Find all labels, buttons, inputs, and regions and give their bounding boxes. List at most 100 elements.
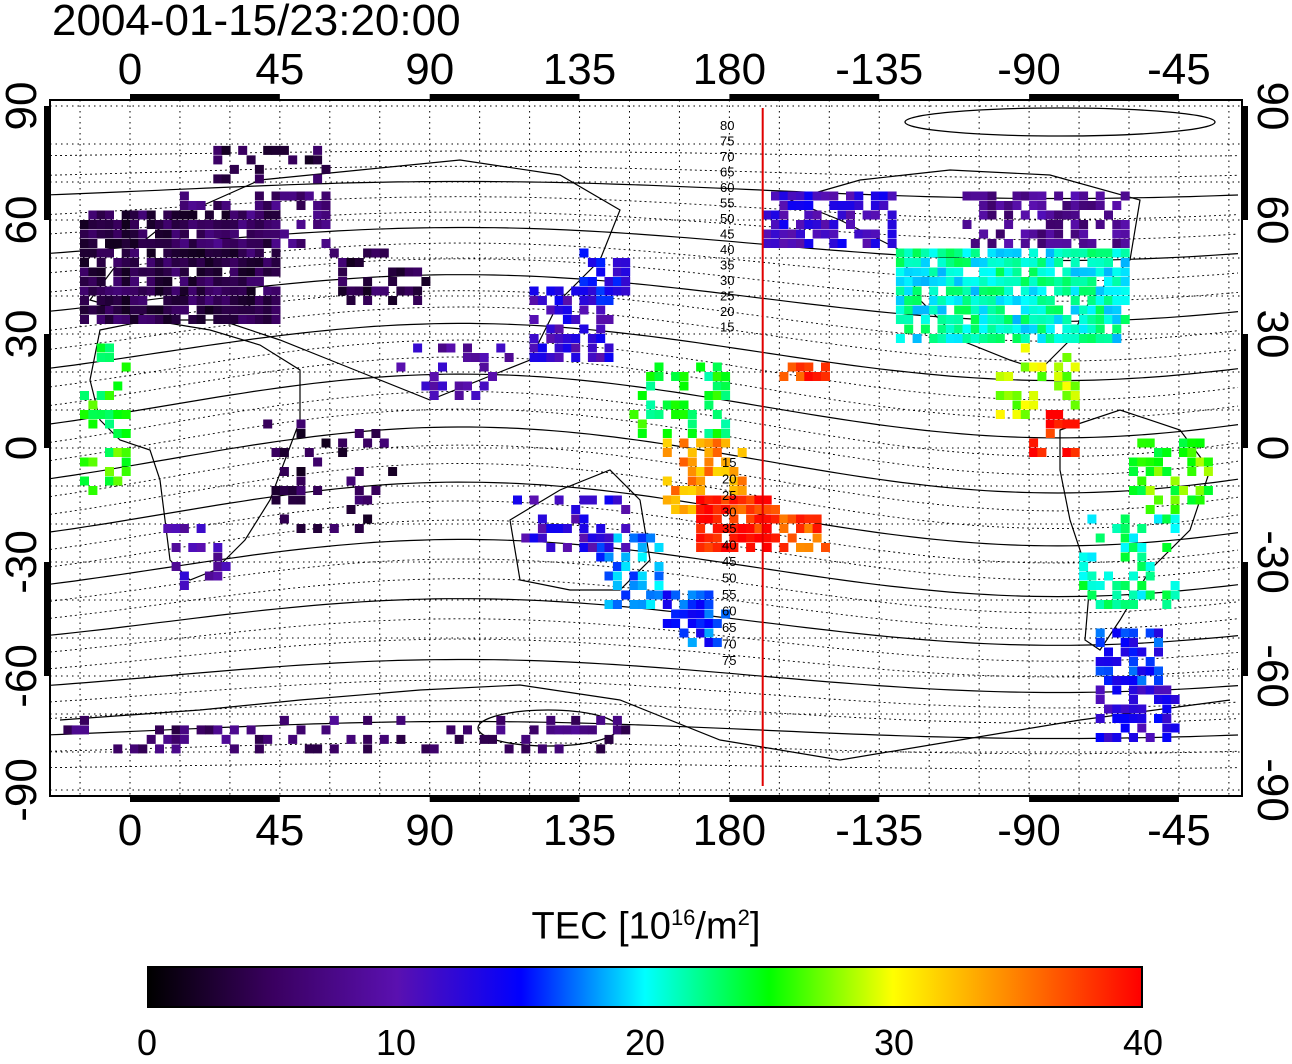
tec-cell (721, 457, 731, 467)
tec-cell (1112, 676, 1122, 685)
tec-cell (1087, 324, 1097, 334)
tec-cell (496, 343, 506, 353)
tec-cell (204, 229, 214, 239)
tec-cell (704, 438, 714, 448)
tec-cell (88, 277, 98, 286)
tec-cell (121, 220, 131, 229)
tec-cell (787, 362, 797, 372)
tec-cell (213, 201, 223, 210)
tec-cell (155, 277, 164, 286)
tec-cell (179, 191, 189, 201)
tec-cell (80, 248, 89, 258)
tec-cell (1129, 733, 1138, 742)
tec-cell (804, 372, 814, 381)
tec-cell (995, 277, 1005, 286)
tec-cell (96, 286, 106, 296)
tec-cell (1137, 552, 1147, 562)
tec-cell (554, 343, 564, 353)
contour-label: 40 (720, 242, 734, 257)
tec-cell (263, 305, 273, 315)
tec-cell (737, 524, 747, 533)
tec-cell (371, 429, 381, 438)
tec-cell (1037, 277, 1047, 286)
tec-cell (712, 372, 722, 381)
tec-cell (637, 533, 647, 543)
tec-cell (1070, 324, 1080, 334)
tec-cell (246, 305, 256, 315)
contour-line (49, 658, 1239, 694)
tec-cell (121, 210, 131, 220)
tec-cell (1087, 248, 1097, 258)
tec-cell (696, 514, 706, 524)
tec-cell (254, 305, 264, 315)
tec-cell (646, 372, 656, 381)
tec-cell (721, 524, 731, 533)
tec-cell (121, 248, 131, 258)
tec-cell (796, 220, 805, 229)
tec-cell (1045, 277, 1055, 286)
tec-cell (171, 267, 181, 277)
tec-cell (804, 239, 814, 248)
tec-cell (238, 248, 248, 258)
tec-cell (787, 533, 797, 543)
tec-cell (679, 600, 689, 609)
tec-cell (1137, 562, 1147, 571)
tec-cell (338, 438, 348, 448)
tec-cell (179, 305, 189, 315)
tec-cell (288, 239, 298, 248)
tec-cell (1129, 714, 1138, 723)
tec-cell (970, 296, 980, 305)
tec-cell (945, 296, 955, 305)
tec-cell (1079, 305, 1089, 315)
tec-cell (762, 524, 772, 533)
tec-cell (929, 334, 939, 343)
tec-cell (1137, 704, 1147, 714)
tec-cell (296, 239, 306, 248)
contour-line (49, 700, 1239, 724)
tec-cell (687, 410, 697, 419)
tec-cell (113, 744, 123, 754)
tec-cell (587, 277, 597, 286)
tec-cell (612, 533, 622, 543)
tec-cell (196, 248, 206, 258)
tec-cell (196, 220, 206, 229)
tec-cell (254, 229, 264, 239)
tec-cell (354, 524, 364, 533)
tec-cell (704, 448, 714, 457)
tec-cell (945, 324, 955, 334)
tec-cell (970, 305, 980, 315)
y-tick-left: 60 (0, 196, 46, 245)
tec-cell (537, 296, 547, 305)
tec-cell (263, 220, 273, 229)
tec-cell (704, 619, 714, 628)
tec-cell (562, 315, 572, 324)
tec-cell (229, 220, 239, 229)
tec-cell (721, 495, 731, 505)
tec-cell (1162, 543, 1172, 552)
tec-cell (288, 495, 298, 505)
tec-cell (146, 286, 156, 296)
tec-cell (121, 315, 131, 324)
tec-cell (1120, 248, 1130, 258)
tec-cell (895, 258, 905, 267)
tec-cell (221, 258, 231, 267)
tec-cell (1029, 438, 1039, 448)
tec-cell (121, 239, 131, 248)
tec-cell (271, 201, 281, 210)
tec-cell (1154, 467, 1163, 476)
tec-cell (587, 286, 597, 296)
tec-cell (1087, 286, 1097, 296)
tec-cell (271, 495, 281, 505)
tec-cell (463, 725, 472, 735)
tec-cell (537, 744, 547, 754)
tec-cell (904, 315, 914, 324)
tec-cell (179, 725, 189, 735)
tec-cell (1087, 334, 1097, 343)
tec-cell (704, 400, 714, 410)
tec-cell (671, 400, 681, 410)
contour-label: 35 (722, 521, 736, 536)
tec-cell (821, 229, 830, 239)
tec-cell (138, 744, 148, 754)
tec-cell (105, 410, 114, 419)
tec-cell (862, 239, 872, 248)
